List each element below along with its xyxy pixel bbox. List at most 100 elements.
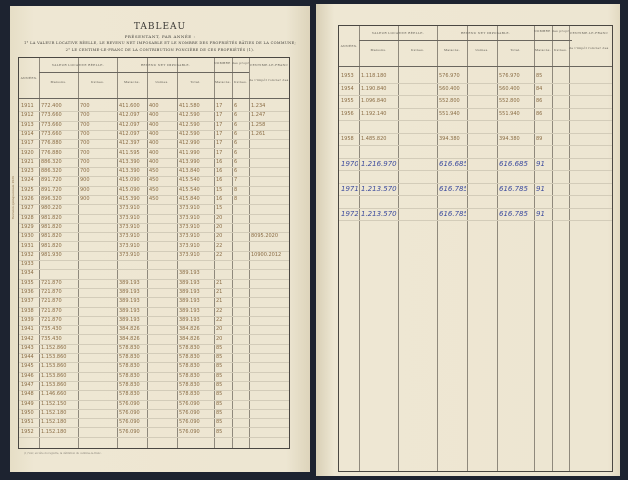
revenu-usines-cell: 400 [149,103,159,109]
table-row: 1925 891.720 900 415.090 450 415.540 15 8 [19,186,289,196]
table-row: 1938 721.870 389.193 389.193 22 [19,307,289,317]
revenu-total-cell: 578.830 [179,382,200,388]
revenu-maisons-cell: 576.090 [119,428,140,435]
header-valeur-locative: VALEUR LOCATIVE RÉELLE. [372,31,424,35]
document-line-1: 1° LA VALEUR LOCATIVE RÉELLE, LE REVENU … [23,41,297,45]
table-row: 1972 1.213.570 616.785 616.785 91 [339,208,612,221]
header-nb-usines: Usines. [233,80,248,84]
revenu-maisons-cell: 412.097 [119,121,140,128]
nombre-usines-cell: 6 [234,158,238,165]
revenu-total-cell: 578.830 [179,354,200,361]
year-cell: 1971 [341,184,358,193]
valeur-maisons-cell: 735.430 [41,335,62,342]
year-cell: 1942 [21,335,34,342]
valeur-usines-cell: 700 [80,103,90,109]
valeur-maisons-cell: 1.213.570 [361,184,397,193]
valeur-maisons-cell: 1.190.840 [361,85,387,92]
nombre-maisons-cell: 91 [536,159,545,168]
header-usines: Usines. [475,48,489,52]
revenu-maisons-cell: 560.400 [439,85,460,92]
table-row [339,145,612,159]
table-row: 1935 721.870 389.193 389.193 21 [19,279,289,289]
column-divider [39,58,40,448]
valeur-maisons-cell: 1.153.860 [41,363,67,370]
revenu-total-cell: 389.193 [179,279,200,286]
header-usines: Usines. [410,48,425,52]
year-cell: 1938 [21,307,34,314]
nombre-maisons-cell: 91 [536,209,545,218]
year-cell: 1928 [21,214,34,221]
nombre-maisons-cell: 21 [216,289,223,295]
document-line-2: 2° LE CENTIME-LE-FRANC DE LA CONTRIBUTIO… [65,48,255,52]
table-row: 1947 1.153.860 578.830 578.830 85 [19,381,289,392]
revenu-maisons-cell: 389.193 [119,289,140,295]
nombre-usines-cell: 6 [234,121,238,128]
nombre-maisons-cell: 85 [216,354,223,361]
revenu-total-cell: 551.940 [499,110,520,117]
nombre-usines-cell: 6 [234,112,238,119]
header-centime: CENTIME-LE-FRANC [249,63,289,67]
revenu-usines-cell: 400 [149,149,159,156]
table-row: 1945 1.153.860 578.830 578.830 85 [19,362,289,373]
revenu-maisons-cell: 576.090 [119,419,140,426]
table-row: 1920 776.880 700 411.595 400 411.990 17 6 [19,149,289,159]
valeur-maisons-cell: 1.213.570 [361,209,397,218]
valeur-maisons-cell: 721.870 [41,307,62,314]
table-row: 1924 891.720 900 415.090 450 415.540 16 7 [19,176,289,187]
centime-le-franc-cell: 10900.2012 [251,251,282,258]
valeur-maisons-cell: 772.400 [41,103,62,109]
revenu-usines-cell: 450 [149,177,159,184]
footnote: (1) Voir, en tête du registre, la défini… [24,452,102,455]
nombre-maisons-cell: 85 [216,391,223,398]
revenu-maisons-cell: 389.193 [119,279,140,286]
year-cell: 1936 [21,289,34,295]
table-row: 1927 980.220 373.910 373.910 15 [19,204,289,215]
valeur-usines-cell: 700 [80,149,90,156]
table-row: 1921 886.320 700 413.390 400 413.990 16 6 [19,158,289,169]
valeur-maisons-cell: 981.820 [41,223,62,230]
valeur-maisons-cell: 776.880 [41,149,62,156]
year-cell: 1948 [21,391,34,398]
year-cell: 1939 [21,316,34,323]
year-cell: 1924 [21,177,34,184]
revenu-total-cell: 412.590 [179,112,200,119]
revenu-usines-cell: 400 [149,158,159,165]
header-centime-sub: de l'impôt foncier des propriétés bâties [569,46,609,50]
revenu-maisons-cell: 373.910 [119,223,140,230]
year-cell: 1972 [341,209,358,218]
revenu-total-cell: 578.830 [179,372,200,379]
nombre-usines-cell: 6 [234,130,238,137]
nombre-maisons-cell: 21 [216,279,223,286]
year-cell: 1923 [21,168,34,175]
year-cell: 1911 [21,103,34,109]
revenu-total-cell: 560.400 [499,85,520,92]
year-cell: 1927 [21,205,34,212]
column-divider [232,58,233,448]
nombre-maisons-cell: 22 [216,307,223,314]
column-divider [497,26,498,471]
year-cell: 1913 [21,121,34,128]
revenu-total-cell: 394.380 [499,135,520,142]
revenu-total-cell: 576.090 [179,419,200,426]
revenu-maisons-cell: 373.910 [119,233,140,240]
revenu-maisons-cell: 373.910 [119,214,140,221]
table-row: 1970 1.216.970 616.685 616.685 91 [339,158,612,171]
nombre-maisons-cell: 16 [216,196,223,202]
valeur-maisons-cell: 896.320 [41,196,62,202]
column-divider [552,26,553,471]
table-row [339,195,612,209]
revenu-total-cell: 413.840 [179,168,200,175]
column-divider [249,58,250,448]
valeur-maisons-cell: 1.216.970 [361,159,397,168]
nombre-maisons-cell: 20 [216,326,223,333]
nombre-maisons-cell: 20 [216,214,223,221]
valeur-usines-cell: 700 [80,158,90,165]
year-cell: 1955 [341,98,354,104]
revenu-total-cell: 578.830 [179,391,200,398]
column-divider [177,58,178,448]
nombre-maisons-cell: 22 [216,251,223,258]
revenu-total-cell: 373.910 [179,205,200,212]
valeur-maisons-cell: 886.320 [41,158,62,165]
valeur-maisons-cell: 1.152.860 [41,344,67,351]
year-cell: 1914 [21,130,34,137]
